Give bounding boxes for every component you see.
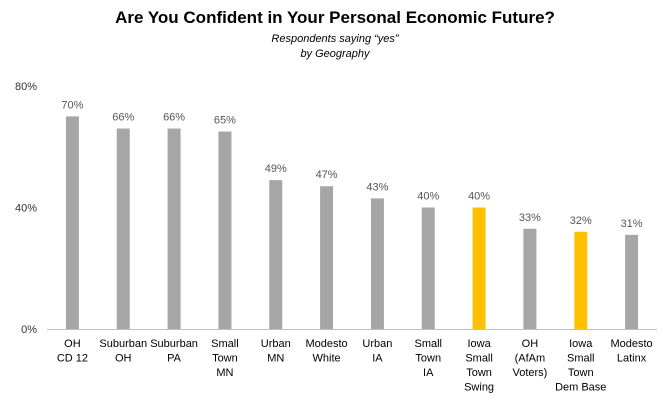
bar: [218, 131, 232, 329]
x-category-label: (AfAm: [515, 353, 546, 365]
data-label: 66%: [112, 112, 134, 124]
data-label: 43%: [366, 181, 388, 193]
x-category-label: IA: [423, 367, 434, 379]
chart-subtitle: Respondents saying “yes” by Geography: [0, 32, 670, 62]
x-category-label: OH: [522, 338, 539, 350]
bar: [167, 128, 181, 329]
x-category-label: Latinx: [617, 353, 647, 365]
x-category-label: Suburban: [99, 338, 147, 350]
data-label: 47%: [316, 169, 338, 181]
bar: [574, 231, 588, 329]
bar: [65, 116, 79, 329]
x-category-label: MN: [267, 353, 284, 365]
chart-subtitle-line-2: by Geography: [300, 48, 370, 60]
data-label: 40%: [468, 191, 490, 203]
x-category-label: Small: [465, 353, 493, 365]
bar: [320, 186, 334, 329]
x-category-label: Urban: [261, 338, 291, 350]
x-category-label: Dem Base: [555, 382, 606, 394]
x-category-label: CD 12: [57, 353, 88, 365]
x-category-label: Modesto: [305, 338, 347, 350]
x-category-label: OH: [64, 338, 81, 350]
data-label: 33%: [519, 212, 541, 224]
data-label: 65%: [214, 115, 236, 127]
bar: [421, 207, 435, 329]
x-category-label: Small: [211, 338, 239, 350]
data-label: 32%: [570, 215, 592, 227]
x-category-label: Town: [568, 367, 594, 379]
x-category-label: Small: [567, 353, 595, 365]
x-category-label: MN: [216, 367, 233, 379]
y-tick-label: 40%: [15, 203, 37, 215]
data-label: 40%: [417, 191, 439, 203]
x-category-label: Town: [212, 353, 238, 365]
bar: [269, 180, 283, 329]
y-tick-label: 80%: [15, 81, 37, 93]
x-category-label: Iowa: [467, 338, 491, 350]
x-category-label: Small: [414, 338, 442, 350]
x-category-label: White: [313, 353, 341, 365]
bar: [116, 128, 130, 329]
data-label: 70%: [61, 99, 83, 111]
x-category-label: Suburban: [150, 338, 198, 350]
bar: [625, 234, 639, 329]
x-category-label: IA: [372, 353, 383, 365]
x-category-label: Swing: [464, 382, 494, 394]
y-tick-label: 0%: [21, 324, 37, 336]
bar: [523, 228, 537, 329]
data-label: 49%: [265, 163, 287, 175]
x-category-label: Iowa: [569, 338, 593, 350]
bar: [370, 198, 384, 329]
x-category-label: Voters): [512, 367, 547, 379]
x-category-label: Town: [466, 367, 492, 379]
chart-title: Are You Confident in Your Personal Econo…: [115, 8, 555, 27]
chart-subtitle-line-1: Respondents saying “yes”: [271, 33, 399, 45]
bar: [472, 207, 486, 329]
x-category-label: OH: [115, 353, 132, 365]
x-category-label: Urban: [362, 338, 392, 350]
x-category-label: PA: [167, 353, 182, 365]
data-label: 31%: [621, 218, 643, 230]
x-category-label: Town: [415, 353, 441, 365]
data-label: 66%: [163, 112, 185, 124]
x-category-label: Modesto: [610, 338, 652, 350]
